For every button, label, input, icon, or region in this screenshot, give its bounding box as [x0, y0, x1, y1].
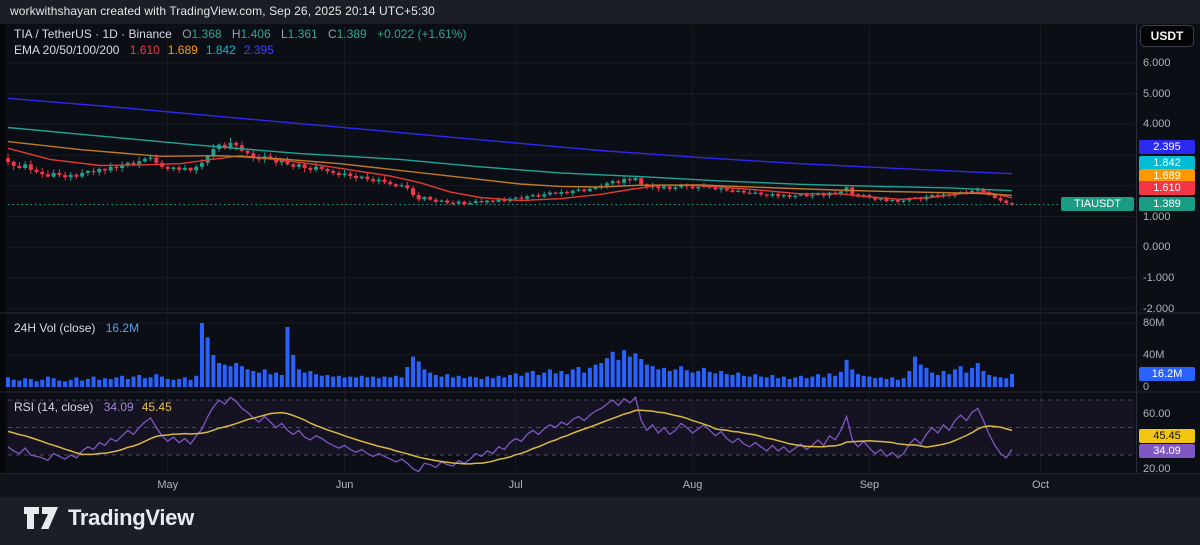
time-tick-Jun: Jun	[335, 479, 354, 491]
chart-background	[0, 24, 1200, 497]
price-tick-5.000: 5.000	[1143, 87, 1171, 100]
ohlc-low-key: L	[280, 27, 288, 41]
ohlc-open-key: O	[182, 27, 192, 41]
currency-button[interactable]: USDT	[1140, 25, 1194, 47]
last-price-badge: 1.389	[1139, 196, 1195, 211]
rsi-ma-line	[7, 409, 1013, 465]
ohlc-high-value: 1.406	[240, 27, 271, 41]
ema-legend-title[interactable]: EMA 20/50/100/200	[14, 43, 120, 57]
ema100-line	[7, 126, 1013, 192]
ema-legend-value: 2.395	[243, 43, 274, 57]
ema200-line	[7, 97, 1013, 175]
time-tick-Aug: Aug	[682, 479, 703, 491]
ema-legend[interactable]: EMA 20/50/100/200 1.610 1.689 1.842 2.395	[14, 43, 282, 57]
price-tick-0.000: 0.000	[1143, 241, 1171, 254]
ohlc-open-value: 1.368	[191, 27, 222, 41]
volume-tick-40M: 40M	[1143, 349, 1165, 361]
rsi-legend-title[interactable]: RSI (14, close)	[14, 400, 94, 414]
time-tick-May: May	[157, 479, 179, 491]
time-tick-Sep: Sep	[859, 479, 880, 491]
rsi-legend-values: 34.09 45.45	[104, 400, 180, 414]
ema-legend-value: 1.842	[205, 43, 236, 57]
time-tick-Oct: Oct	[1031, 479, 1050, 491]
ema-legend-values: 1.610 1.689 1.842 2.395	[130, 43, 282, 57]
time-axis[interactable]: May Jun Jul Aug Sep Oct	[0, 473, 1200, 498]
price-tick-1.000: 1.000	[1143, 210, 1171, 223]
volume-bars	[6, 323, 1014, 387]
ema100-price-badge: 1.842	[1139, 156, 1195, 170]
ema50-price-badge: 1.689	[1139, 168, 1195, 183]
rsi-tick-60.00: 60.00	[1143, 407, 1171, 420]
volume-legend[interactable]: 24H Vol (close) 16.2M	[14, 321, 139, 335]
ema50-line	[7, 140, 1013, 196]
ema20-price-badge: 1.610	[1139, 181, 1195, 195]
ohlc-low-value: 1.361	[287, 27, 318, 41]
symbol-price-tag: TIAUSDT	[1061, 197, 1134, 211]
symbol-title[interactable]: TIA / TetherUS · 1D · Binance	[14, 27, 172, 41]
rsi-legend[interactable]: RSI (14, close) 34.09 45.45	[14, 400, 180, 414]
rsi-value-badge: 34.09	[1139, 444, 1195, 458]
volume-badge: 16.2M	[1139, 367, 1195, 381]
rsi-legend-value: 34.09	[103, 400, 134, 414]
volume-tick-0: 0	[1143, 381, 1150, 393]
ema20-line	[7, 147, 1013, 202]
ema-legend-value: 1.689	[167, 43, 198, 57]
change-value: +0.022 (+1.61%)	[377, 27, 467, 41]
attribution-text: workwithshayan created with TradingView.…	[10, 4, 435, 18]
rsi-line	[7, 396, 1013, 473]
ohlc-close-value: 1.389	[336, 27, 367, 41]
tradingview-logo-icon	[24, 507, 58, 529]
chart-left-margin	[0, 24, 6, 497]
volume-legend-value: 16.2M	[105, 321, 140, 335]
volume-legend-title[interactable]: 24H Vol (close)	[14, 321, 96, 335]
rsi-ma-badge: 45.45	[1139, 429, 1195, 443]
symbol-legend[interactable]: TIA / TetherUS · 1D · Binance O1.368 H1.…	[14, 27, 466, 41]
grid-lines	[0, 26, 1200, 472]
ema-legend-value: 1.610	[129, 43, 160, 57]
price-tick--2.000: -2.000	[1143, 302, 1175, 315]
price-tick-6.000: 6.000	[1143, 57, 1171, 69]
time-tick-Jul: Jul	[508, 479, 523, 491]
price-tick--1.000: -1.000	[1143, 271, 1175, 284]
volume-tick-80M: 80M	[1143, 317, 1165, 329]
rsi-legend-value: 45.45	[141, 400, 172, 414]
footer-bar: TradingView	[0, 497, 1200, 545]
ohlc-close-key: C	[328, 27, 337, 41]
rsi-tick-20.00: 20.00	[1143, 462, 1171, 475]
tradingview-logo[interactable]: TradingView	[24, 505, 194, 531]
ema200-price-badge: 2.395	[1139, 140, 1195, 154]
price-axis[interactable]: USDT 6.000 5.000 4.000 1.000 0.000 -1.000 -2.0…	[1136, 24, 1200, 475]
price-tick-4.000: 4.000	[1143, 118, 1171, 131]
ohlc-high-key: H	[231, 27, 241, 41]
tradingview-logo-text: TradingView	[68, 505, 194, 530]
